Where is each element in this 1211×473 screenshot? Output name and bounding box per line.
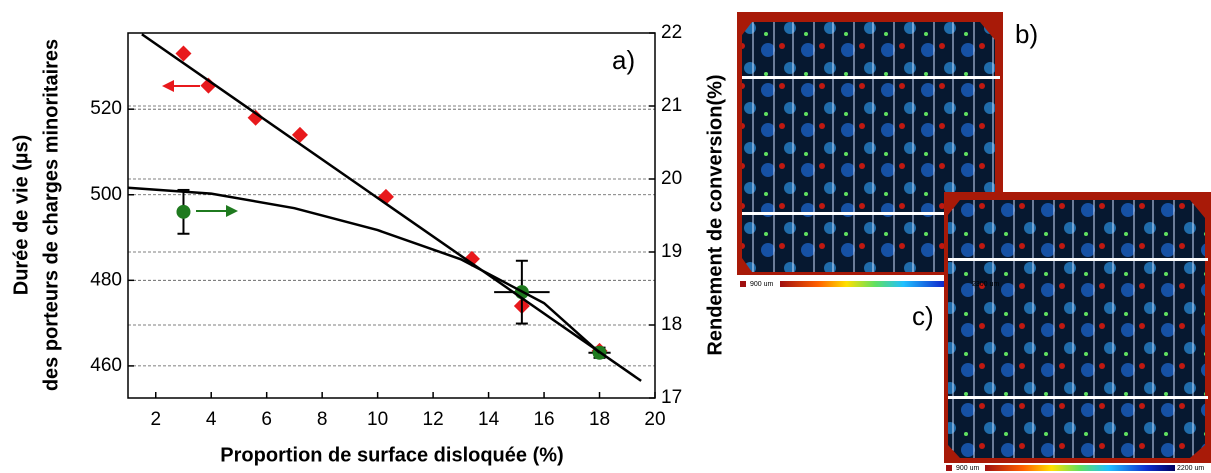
- x-tick-label: 8: [317, 409, 328, 430]
- wafer-map: [742, 22, 995, 272]
- x-axis-label: Proportion de surface disloquée (%): [220, 444, 563, 466]
- y2-tick-label: 22: [661, 22, 682, 43]
- y2-tick-label: 20: [661, 168, 682, 189]
- wafer-b: [737, 12, 1003, 287]
- x-tick-label: 6: [261, 409, 272, 430]
- x-tick-label: 20: [644, 409, 665, 430]
- y2-tick-label: 21: [661, 95, 682, 116]
- panel-label: a): [612, 45, 635, 75]
- plot-frame: [127, 32, 656, 399]
- fit-line: [127, 186, 601, 354]
- y-axis-label: Durée de vie (µs): [10, 135, 32, 295]
- x-tick-label: 16: [533, 409, 554, 430]
- x-tick-label: 14: [478, 409, 500, 430]
- x-tick-label: 18: [589, 409, 610, 430]
- busbar: [948, 258, 1208, 261]
- colorbar-low: [946, 465, 952, 471]
- scale-max: 2200 um: [1177, 465, 1204, 472]
- data-point: [247, 109, 264, 126]
- y-tick-label: 480: [90, 269, 122, 290]
- y2-axis-label: Rendement de conversion(%): [704, 74, 726, 355]
- y-axis-label: des porteurs de charges minoritaires: [40, 39, 62, 391]
- x-tick-label: 4: [206, 409, 217, 430]
- data-point: [176, 204, 191, 219]
- fit-line: [141, 33, 642, 382]
- y2-tick-label: 17: [661, 387, 682, 408]
- data-point: [291, 126, 308, 143]
- colorbar: [985, 465, 1175, 471]
- wafer-c: [944, 192, 1211, 471]
- x-tick-label: 12: [423, 409, 444, 430]
- colorbar-low: [740, 281, 746, 287]
- busbar: [742, 76, 1000, 79]
- y2-tick-label: 19: [661, 241, 682, 262]
- scale-min: 900 um: [956, 465, 980, 472]
- panel-label: b): [1015, 19, 1038, 49]
- y-tick-label: 500: [90, 184, 122, 205]
- colorbar: [780, 281, 970, 287]
- x-tick-label: 2: [150, 409, 161, 430]
- scale-max: 2300 um: [972, 281, 999, 288]
- scale-min: 900 um: [750, 281, 774, 288]
- y-tick-label: 520: [90, 98, 122, 119]
- busbar: [948, 396, 1208, 399]
- y-tick-label: 460: [90, 355, 122, 376]
- x-tick-label: 10: [367, 409, 388, 430]
- busbar: [742, 212, 1000, 215]
- wafer-map: [948, 200, 1205, 458]
- panel-label: c): [912, 301, 934, 331]
- data-point: [200, 77, 217, 94]
- data-point: [175, 45, 192, 62]
- axis-arrow: [162, 80, 200, 92]
- y2-tick-label: 18: [661, 314, 682, 335]
- axis-arrow: [196, 205, 238, 217]
